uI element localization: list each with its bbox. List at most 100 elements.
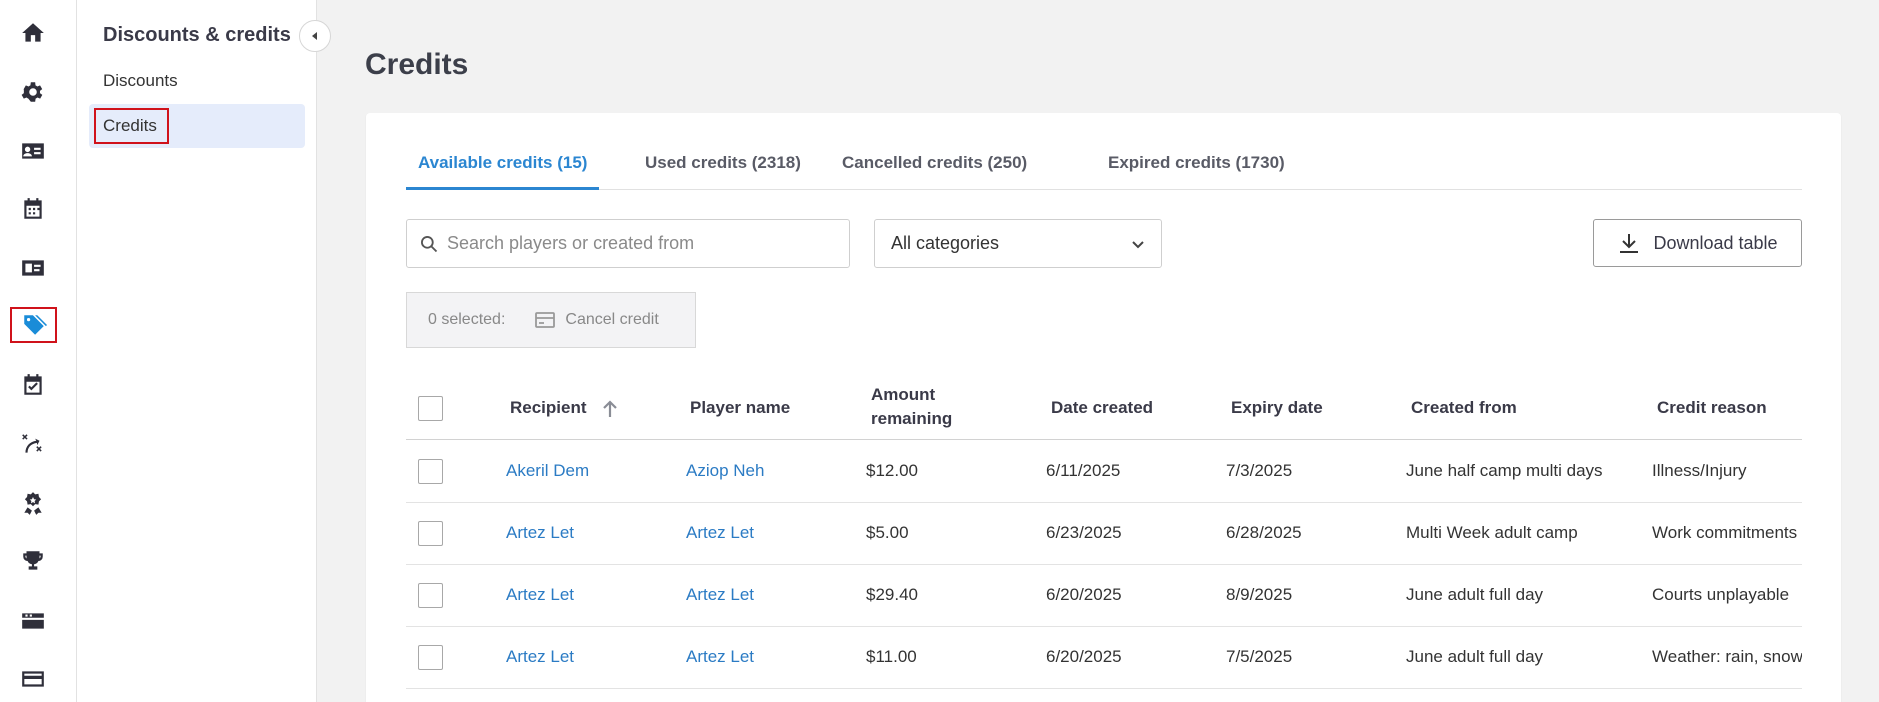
table-row: Artez Let Artez Let $5.00 6/23/2025 6/28… <box>406 503 1802 565</box>
expiry-date-cell: 6/28/2025 <box>1226 523 1302 542</box>
recipient-link[interactable]: Artez Let <box>506 523 575 542</box>
row-checkbox[interactable] <box>418 645 443 670</box>
table-header-row: Recipient Player name Amount remaining D… <box>406 377 1802 440</box>
recipient-link[interactable]: Akeril Dem <box>506 461 590 480</box>
nav-contacts[interactable] <box>10 132 56 170</box>
nav-payments[interactable] <box>10 660 56 698</box>
created-from-cell: June half camp multi days <box>1406 461 1603 480</box>
column-header-created-from[interactable]: Created from <box>1411 398 1517 417</box>
column-header-player-name[interactable]: Player name <box>690 398 791 417</box>
player-link[interactable]: Artez Let <box>686 647 755 666</box>
tab-expired-credits[interactable]: Expired credits (1730) <box>1108 153 1285 172</box>
amount-cell: $11.00 <box>866 647 917 666</box>
sort-ascending-icon[interactable] <box>601 399 619 419</box>
player-link[interactable]: Aziop Neh <box>686 461 765 480</box>
gear-icon <box>21 82 43 102</box>
nav-ticket[interactable] <box>10 602 56 640</box>
column-header-label: remaining <box>871 409 953 428</box>
nav-discounts-credits[interactable] <box>10 307 57 343</box>
caret-left-icon <box>312 32 317 40</box>
date-created-cell: 6/23/2025 <box>1046 523 1122 542</box>
subnav-title: Discounts & credits <box>103 24 291 46</box>
player-link[interactable]: Artez Let <box>686 585 755 604</box>
nav-home[interactable] <box>10 14 56 52</box>
amount-cell: $29.40 <box>866 585 918 604</box>
credits-table: Recipient Player name Amount remaining D… <box>406 377 1802 702</box>
nav-trophy[interactable] <box>10 542 56 580</box>
table-row: Artez Let Artez Let $29.40 6/20/2025 8/9… <box>406 565 1802 627</box>
category-select-value: All categories <box>891 233 1000 253</box>
row-checkbox[interactable] <box>418 521 443 546</box>
amount-cell: $5.00 <box>866 523 909 542</box>
recipient-link[interactable]: Artez Let <box>506 585 575 604</box>
created-from-cell: June adult full day <box>1406 585 1544 604</box>
recipient-link[interactable]: Artez Let <box>506 647 575 666</box>
tags-icon <box>23 315 47 335</box>
created-from-cell: June adult full day <box>1406 647 1544 666</box>
select-all-checkbox[interactable] <box>418 396 443 421</box>
search-input[interactable] <box>447 233 837 254</box>
tab-cancelled-credits[interactable]: Cancelled credits (250) <box>842 153 1028 172</box>
credit-reason-cell: Courts unplayable <box>1652 585 1790 604</box>
subnav-item-discounts[interactable]: Discounts <box>89 59 305 103</box>
credit-card-icon <box>535 312 556 328</box>
credit-card-icon <box>22 671 44 687</box>
expiry-date-cell: 7/5/2025 <box>1226 647 1293 666</box>
credit-reason-cell: Illness/Injury <box>1652 461 1747 480</box>
credit-reason-cell: Work commitments <box>1652 523 1798 542</box>
tab-used-credits[interactable]: Used credits (2318) <box>645 153 801 172</box>
date-created-cell: 6/20/2025 <box>1046 647 1122 666</box>
column-header-date-created[interactable]: Date created <box>1051 398 1154 417</box>
page-title: Credits <box>365 48 469 81</box>
column-header-label: Recipient <box>510 398 587 417</box>
bulk-actions-bar: 0 selected: Cancel credit <box>406 292 696 348</box>
id-card-icon <box>22 260 44 276</box>
nav-strategy[interactable] <box>10 425 56 463</box>
amount-cell: $12.00 <box>866 461 918 480</box>
download-table-button[interactable]: Download table <box>1593 219 1802 267</box>
selected-count: 0 selected: <box>428 311 506 328</box>
calendar-icon <box>24 198 42 219</box>
credits-card: Available credits (15) Used credits (231… <box>366 113 1841 702</box>
row-checkbox[interactable] <box>418 583 443 608</box>
column-header-recipient[interactable]: Recipient <box>510 396 619 420</box>
search-icon <box>421 235 438 252</box>
nav-settings[interactable] <box>10 73 56 111</box>
column-header-credit-reason[interactable]: Credit reason <box>1657 398 1767 417</box>
row-checkbox[interactable] <box>418 459 443 484</box>
cancel-credit-label: Cancel credit <box>565 311 659 328</box>
subnav-item-credits[interactable]: Credits <box>89 104 305 148</box>
subnav-item-label: Credits <box>94 108 169 144</box>
nav-calendar[interactable] <box>10 190 56 228</box>
ticket-icon <box>22 613 44 629</box>
collapse-sidebar-button[interactable] <box>299 20 331 52</box>
subnav-item-label: Discounts <box>103 71 178 90</box>
strategy-icon <box>22 434 42 453</box>
chevron-down-icon <box>1132 240 1144 248</box>
column-header-amount-remaining[interactable]: Amount remaining <box>871 383 952 431</box>
nav-id-card[interactable] <box>10 249 56 287</box>
credits-tabs: Available credits (15) Used credits (231… <box>406 113 1802 190</box>
calendar-check-icon <box>24 374 42 395</box>
category-select[interactable]: All categories <box>874 219 1162 268</box>
icon-rail <box>0 0 77 702</box>
cancel-credit-button[interactable]: Cancel credit <box>535 311 659 329</box>
subnav-panel: Discounts & credits Discounts Credits <box>77 0 331 702</box>
nav-schedule[interactable] <box>10 366 56 404</box>
player-link[interactable]: Artez Let <box>686 523 755 542</box>
download-icon <box>1620 234 1639 253</box>
expiry-date-cell: 8/9/2025 <box>1226 585 1293 604</box>
column-header-label: Amount <box>871 385 936 404</box>
home-icon <box>22 23 44 42</box>
column-header-expiry-date[interactable]: Expiry date <box>1231 398 1323 417</box>
tab-available-credits[interactable]: Available credits (15) <box>406 153 600 190</box>
table-row: Artez Let Artez Let $11.00 6/20/2025 7/5… <box>406 627 1802 689</box>
nav-awards[interactable] <box>10 484 56 522</box>
date-created-cell: 6/11/2025 <box>1046 461 1121 480</box>
contact-card-icon <box>22 143 44 159</box>
download-table-label: Download table <box>1653 232 1778 253</box>
search-box <box>406 219 850 268</box>
trophy-icon <box>23 551 43 570</box>
expiry-date-cell: 7/3/2025 <box>1226 461 1293 480</box>
award-icon <box>24 492 42 515</box>
